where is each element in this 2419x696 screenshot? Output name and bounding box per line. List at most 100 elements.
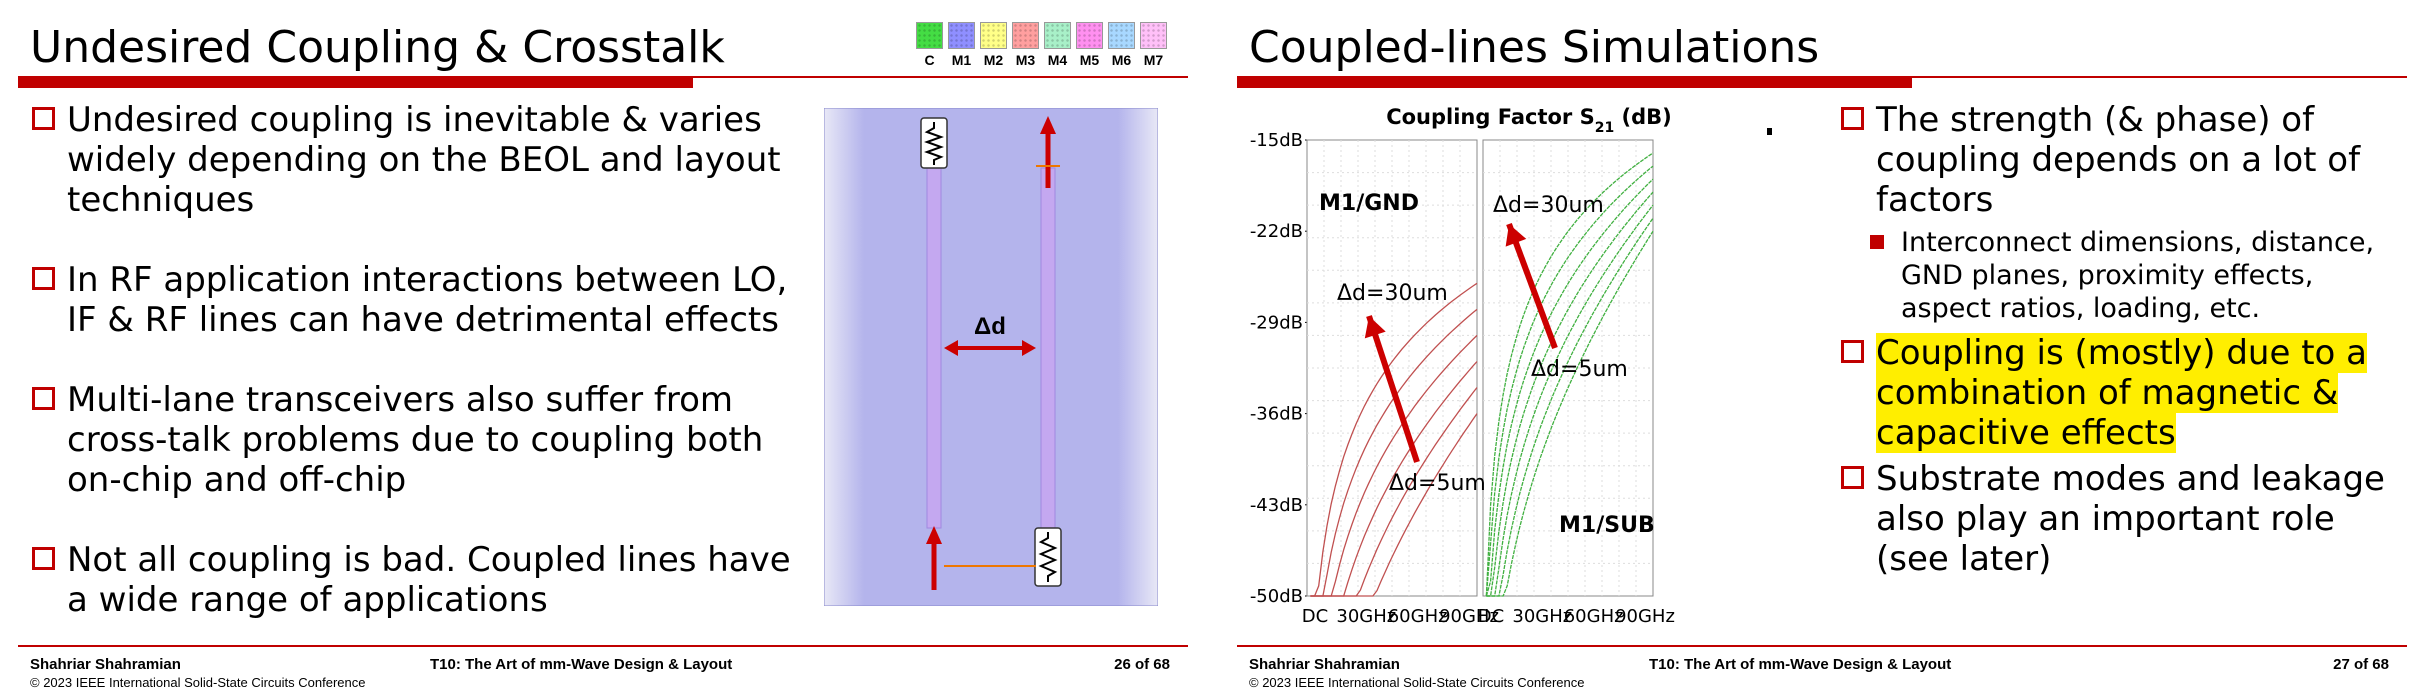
- y-tick-label: -15dB: [1250, 130, 1303, 151]
- trend-arrow-right-icon: [1506, 222, 1558, 350]
- layout-diagram: Δd: [823, 107, 1159, 607]
- x-tick-label: 30GHz: [1336, 606, 1396, 627]
- legend-label: M3: [1015, 52, 1036, 68]
- y-tick-label: -50dB: [1250, 586, 1303, 607]
- bullet-box-icon: [1841, 466, 1864, 489]
- series-line: [1486, 204, 1654, 597]
- bullet-item: Multi-lane transceivers also suffer from…: [30, 380, 800, 500]
- bullet-item: Coupling is (mostly) due to a combinatio…: [1839, 333, 2409, 453]
- title-underline-bar: [1237, 76, 1912, 88]
- x-tick-label: 60GHz: [1564, 606, 1624, 627]
- y-tick-label: -43dB: [1250, 495, 1303, 516]
- bullet-text: In RF application interactions between L…: [67, 260, 788, 340]
- legend-swatch: [1108, 22, 1135, 49]
- legend-swatch: [1140, 22, 1167, 49]
- legend-item: M7: [1139, 22, 1168, 68]
- sub-bullet-item: Interconnect dimensions, distance, GND p…: [1839, 226, 2409, 325]
- chart-svg: Coupling Factor S21 (dB) -15dB -22dB -29dB…: [1250, 105, 1772, 627]
- bullet-list: Undesired coupling is inevitable & varie…: [30, 100, 800, 660]
- footer-author: Shahriar Shahramian: [30, 656, 181, 673]
- title-underline-line: [1909, 76, 2407, 78]
- panel-label-m1-sub: M1/SUB: [1559, 513, 1655, 538]
- chart-marker: [1767, 128, 1772, 135]
- legend-item: M4: [1043, 22, 1072, 68]
- trend-arrow-right-icon-head: [1505, 224, 1527, 247]
- bullet-box-icon: [32, 547, 55, 570]
- bullet-item: Not all coupling is bad. Coupled lines h…: [30, 540, 800, 620]
- legend-swatch: [1076, 22, 1103, 49]
- sub-bullet-square-icon: [1870, 235, 1884, 249]
- legend-label: M6: [1111, 52, 1132, 68]
- footer-copyright: © 2023 IEEE International Solid-State Ci…: [1249, 675, 1585, 690]
- bullet-text: Not all coupling is bad. Coupled lines h…: [67, 540, 791, 620]
- legend-label: C: [924, 52, 935, 68]
- annotation-d30-left: Δd=30um: [1337, 281, 1448, 306]
- annotation-d5-right: Δd=5um: [1531, 357, 1628, 382]
- series-line: [1485, 165, 1654, 597]
- footer-course: T10: The Art of mm-Wave Design & Layout: [1649, 656, 1952, 673]
- series-line: [1485, 178, 1654, 597]
- footer-author: Shahriar Shahramian: [1249, 656, 1400, 673]
- slide-title: Coupled-lines Simulations: [1249, 22, 1820, 73]
- x-tick-label: 30GHz: [1512, 606, 1572, 627]
- footer-copyright: © 2023 IEEE International Solid-State Ci…: [30, 675, 366, 690]
- bullet-box-icon: [1841, 107, 1864, 130]
- footer-page-number: 27 of 68: [2333, 656, 2389, 673]
- bullet-text: The strength (& phase) of coupling depen…: [1876, 100, 2361, 220]
- title-underline-line: [690, 76, 1188, 78]
- x-tick-label: 60GHz: [1388, 606, 1448, 627]
- resistor-bottom-icon: [1034, 527, 1062, 587]
- bullet-text: Substrate modes and leakage also play an…: [1876, 459, 2385, 579]
- bullet-list: The strength (& phase) of coupling depen…: [1839, 100, 2409, 585]
- panel-label-m1-gnd: M1/GND: [1319, 191, 1419, 216]
- legend-item: M6: [1107, 22, 1136, 68]
- title-underline-bar: [18, 76, 693, 88]
- footer-page-number: 26 of 68: [1114, 656, 1170, 673]
- coupling-factor-chart: Coupling Factor S21 (dB) -15dB -22dB -29dB…: [1219, 100, 1839, 640]
- y-tick-label: -29dB: [1250, 312, 1303, 333]
- legend-label: M1: [951, 52, 972, 68]
- legend-item: M1: [947, 22, 976, 68]
- resistor-top-icon: [920, 117, 948, 169]
- coupled-arrow-icon: [1040, 116, 1056, 188]
- coupled-lines-layout-figure: Δd: [823, 107, 1159, 607]
- series-line: [1486, 217, 1654, 597]
- transmission-line-2: [1040, 167, 1056, 529]
- legend-label: M5: [1079, 52, 1100, 68]
- slide-27: Coupled-lines Simulations Coupling Facto…: [1219, 0, 2419, 696]
- legend-swatch: [980, 22, 1007, 49]
- legend-item: C: [915, 22, 944, 68]
- legend-label: M4: [1047, 52, 1068, 68]
- bullet-text: Interconnect dimensions, distance, GND p…: [1901, 227, 2375, 324]
- x-tick-label: 90GHz: [1439, 606, 1499, 627]
- series-line: [1310, 413, 1478, 597]
- footer-rule: [1237, 645, 2407, 647]
- slide-title: Undesired Coupling & Crosstalk: [30, 22, 725, 73]
- trend-arrow-left-icon-head: [1364, 316, 1386, 339]
- slide-separator: [1200, 0, 1219, 696]
- series-line: [1485, 152, 1654, 596]
- bullet-box-icon: [32, 107, 55, 130]
- bullet-item: In RF application interactions between L…: [30, 260, 800, 340]
- delta-d-label: Δd: [974, 313, 1006, 340]
- footer-rule: [18, 645, 1188, 647]
- y-tick-label: -22dB: [1250, 221, 1303, 242]
- legend-item: M3: [1011, 22, 1040, 68]
- bullet-item: Undesired coupling is inevitable & varie…: [30, 100, 800, 220]
- slide-26: Undesired Coupling & Crosstalk C M1 M2 M3 M4…: [0, 0, 1200, 696]
- legend-item: M2: [979, 22, 1008, 68]
- bullet-item: The strength (& phase) of coupling depen…: [1839, 100, 2409, 220]
- series-line: [1486, 230, 1654, 597]
- x-tick-label: DC: [1302, 606, 1328, 627]
- legend-label: M7: [1143, 52, 1164, 68]
- transmission-line-1: [926, 167, 942, 529]
- bullet-text: Multi-lane transceivers also suffer from…: [67, 380, 764, 500]
- series-line: [1486, 191, 1654, 597]
- x-tick-label: 90GHz: [1615, 606, 1675, 627]
- bullet-box-icon: [1841, 340, 1864, 363]
- bullet-text: Undesired coupling is inevitable & varie…: [67, 100, 781, 220]
- layer-legend: C M1 M2 M3 M4 M5 M6 M7: [915, 22, 1168, 68]
- legend-swatch: [1012, 22, 1039, 49]
- chart-title: Coupling Factor S21 (dB): [1386, 105, 1672, 136]
- bullet-box-icon: [32, 267, 55, 290]
